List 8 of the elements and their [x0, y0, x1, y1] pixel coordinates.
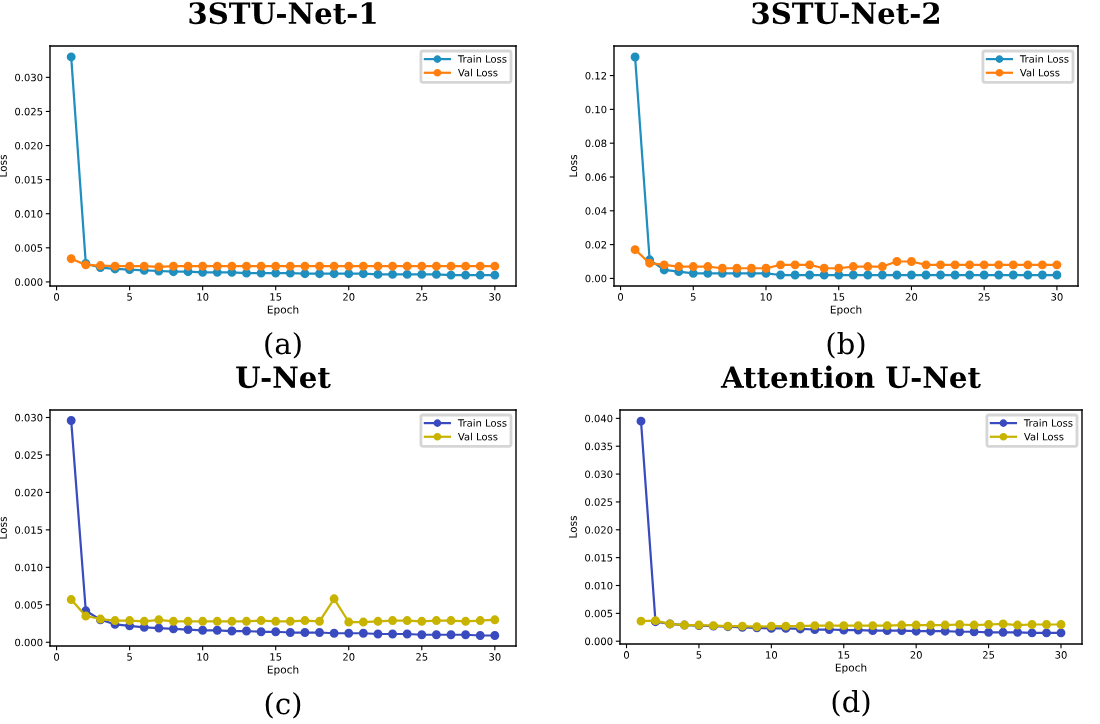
- chart-title: 3STU-Net-1: [189, 2, 376, 25]
- chart-title: U-Net: [236, 366, 331, 389]
- chart-title: Attention U-Net: [720, 365, 981, 389]
- text: (d): [832, 689, 870, 717]
- text: (a): [265, 331, 301, 359]
- text: (c): [265, 691, 301, 719]
- text: (b): [827, 331, 865, 359]
- chart-title: 3STU-Net-2: [752, 2, 939, 25]
